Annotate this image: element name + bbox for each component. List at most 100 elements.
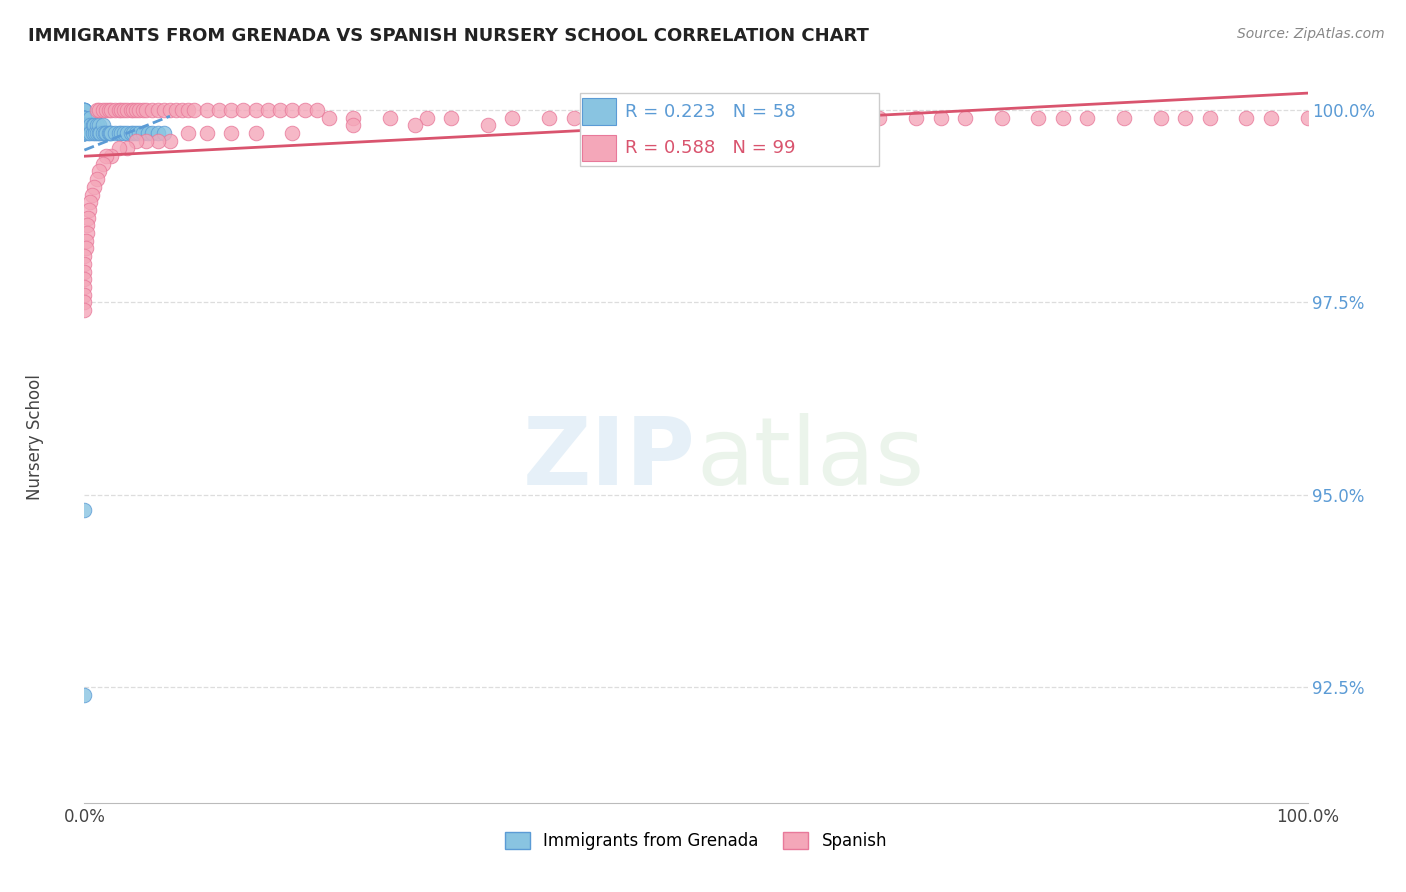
Point [73,126,96,140]
Point [79,195,101,210]
Point [1296,111,1319,125]
Point [73,126,96,140]
Point [107,103,129,117]
Point [87,164,110,178]
Point [112,103,135,117]
Point [75,242,97,256]
Point [76,226,98,240]
FancyBboxPatch shape [579,94,880,167]
Point [342,111,364,125]
Point [115,126,138,140]
Text: Nursery School: Nursery School [27,374,45,500]
Point [73,103,96,117]
Point [1174,111,1197,125]
Point [929,111,952,125]
Point [86,126,108,140]
FancyBboxPatch shape [582,135,616,161]
Point [122,103,145,117]
Point [87,103,110,117]
Point [73,280,96,294]
Point [1052,111,1074,125]
Point [120,126,142,140]
Point [159,134,181,148]
Point [165,103,187,117]
Point [110,126,132,140]
Point [73,249,96,263]
Point [538,111,561,125]
Point [183,103,205,117]
Point [89,126,111,140]
Point [76,219,98,233]
FancyBboxPatch shape [582,98,616,125]
Point [146,134,169,148]
Point [208,103,231,117]
Point [96,149,118,163]
Point [122,126,145,140]
Point [177,103,200,117]
Point [318,111,340,125]
Point [100,103,122,117]
Point [76,118,98,132]
Text: IMMIGRANTS FROM GRENADA VS SPANISH NURSERY SCHOOL CORRELATION CHART: IMMIGRANTS FROM GRENADA VS SPANISH NURSE… [28,27,869,45]
Point [195,103,218,117]
Point [83,179,105,194]
Point [905,111,928,125]
Point [100,126,122,140]
Point [97,126,120,140]
Point [747,111,769,125]
Point [135,134,157,148]
Point [135,103,157,117]
Point [132,103,155,117]
Point [380,111,402,125]
Point [245,103,267,117]
Point [73,303,96,318]
Point [146,126,169,140]
Point [141,126,163,140]
Point [73,103,96,117]
Point [73,103,96,117]
Point [1150,111,1173,125]
Point [195,126,218,140]
Point [257,103,280,117]
Point [73,126,96,140]
Point [1198,111,1220,125]
Point [73,118,96,132]
Point [80,187,103,202]
Point [100,149,122,163]
Point [136,126,159,140]
Point [120,103,142,117]
Point [107,126,129,140]
Point [245,126,267,140]
Text: R = 0.588   N = 99: R = 0.588 N = 99 [626,139,796,157]
Point [125,103,148,117]
Point [159,103,181,117]
Point [73,126,96,140]
Point [172,103,194,117]
Point [73,503,96,517]
Point [294,103,316,117]
Point [91,157,114,171]
Point [1076,111,1098,125]
Point [73,111,96,125]
Point [77,211,100,225]
Point [153,103,176,117]
Point [73,111,96,125]
Point [73,295,96,310]
Point [107,141,129,155]
Point [440,111,463,125]
Point [502,111,524,125]
Point [115,141,138,155]
Point [86,172,108,186]
Point [112,126,135,140]
Point [153,126,176,140]
Point [73,118,96,132]
Point [79,126,101,140]
Point [79,118,101,132]
Point [77,126,100,140]
Point [73,126,96,140]
Point [416,111,439,125]
Point [1260,111,1282,125]
Point [73,126,96,140]
Point [869,111,891,125]
Point [281,103,304,117]
